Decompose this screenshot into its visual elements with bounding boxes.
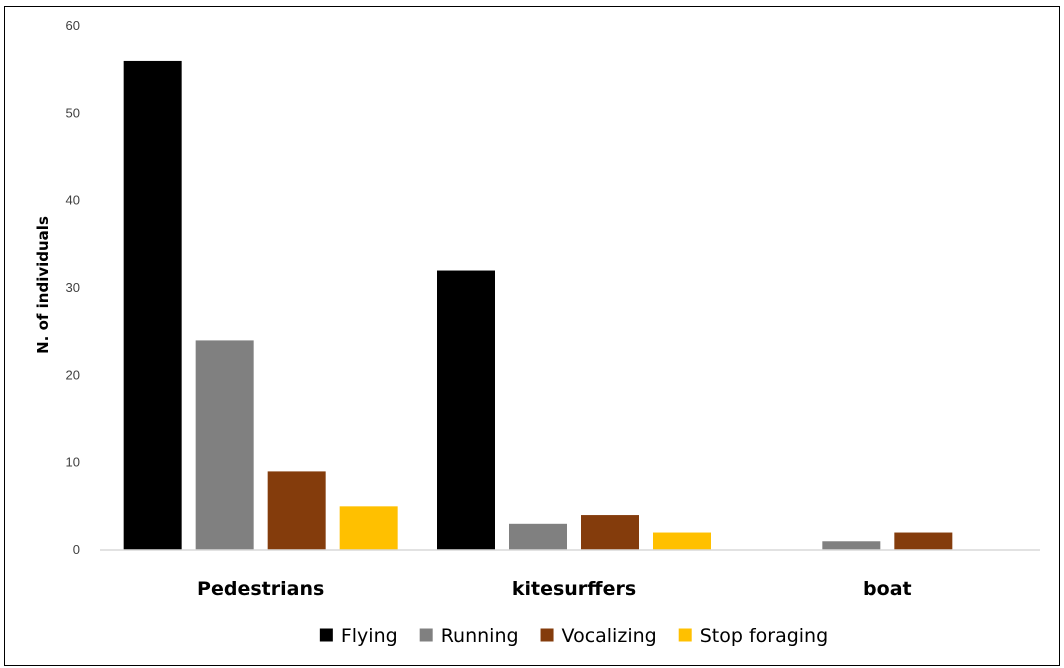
y-tick-label: 10: [66, 455, 80, 470]
y-axis-label: N. of individuals: [34, 216, 52, 354]
category-label: boat: [863, 578, 912, 600]
bar-pedestrians-vocalizing: [267, 471, 326, 550]
category-label: kitesurffers: [512, 578, 636, 600]
legend-label: Stop foraging: [700, 625, 828, 647]
bar-pedestrians-stop-foraging: [339, 506, 398, 550]
y-tick-label: 0: [73, 542, 80, 557]
y-tick-label: 50: [66, 105, 80, 120]
y-tick-label: 20: [66, 367, 80, 382]
bar-kitesurffers-running: [509, 523, 567, 550]
legend-swatch-running: [419, 628, 433, 642]
bar-kitesurffers-vocalizing: [581, 515, 639, 550]
bar-kitesurffers-flying: [437, 270, 495, 550]
legend-swatch-flying: [319, 628, 333, 642]
bar-kitesurffers-stop-foraging: [653, 532, 711, 550]
bar-pedestrians-running: [195, 340, 254, 550]
legend-label: Running: [441, 625, 519, 647]
legend-swatch-vocalizing: [540, 628, 554, 642]
bar-pedestrians-flying: [123, 60, 182, 550]
legend: Flying Running Vocalizing Stop foraging: [319, 625, 828, 647]
bar-boat-running: [822, 541, 881, 550]
bar-boat-vocalizing: [894, 532, 953, 550]
y-tick-label: 40: [66, 193, 80, 208]
y-tick-label: 60: [66, 18, 80, 33]
legend-label: Flying: [341, 625, 398, 647]
category-label: Pedestrians: [197, 578, 324, 600]
chart-frame: [4, 6, 1060, 666]
y-axis-ticks: 0 10 20 30 40 50 60: [66, 18, 80, 557]
y-tick-label: 30: [66, 280, 80, 295]
bars: [123, 60, 953, 550]
category-labels: Pedestrians kitesurffers boat: [197, 578, 912, 600]
legend-swatch-stop-foraging: [678, 628, 692, 642]
legend-label: Vocalizing: [562, 625, 657, 647]
